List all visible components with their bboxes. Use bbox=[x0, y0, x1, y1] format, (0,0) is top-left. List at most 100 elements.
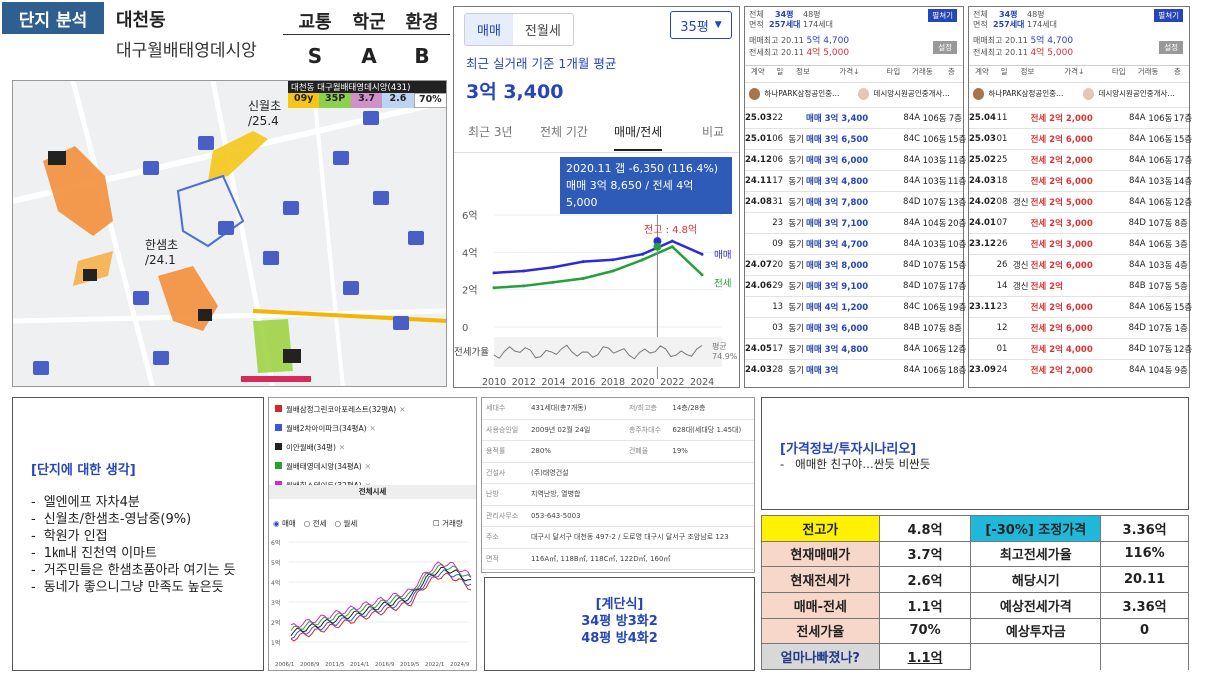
map-canvas bbox=[13, 81, 446, 386]
legend-item[interactable]: 이안월배(34평) ✕ bbox=[275, 438, 406, 457]
rent-col-header[interactable]: 정보 bbox=[1020, 67, 1035, 76]
table-row[interactable]: 25.02 25 전세 2억 2,000 84A 106동 17층 bbox=[969, 149, 1192, 170]
table-row[interactable]: 24.06 29 동기 매매 3억 9,100 84D 107동 17층 bbox=[745, 275, 966, 296]
tab-period-all[interactable]: 전체 기간 bbox=[540, 125, 588, 139]
legend-item[interactable]: 월배삼정그린코아포레스트(32평A) ✕ bbox=[275, 400, 406, 419]
table-cell: 매매 3억 7,100 bbox=[806, 219, 869, 229]
rent-expand-button[interactable]: 펼쳐기 bbox=[1154, 9, 1183, 22]
sale-settings-button[interactable]: 설정 bbox=[933, 41, 957, 54]
table-cell: 84D bbox=[1128, 344, 1146, 354]
map[interactable]: 대천동 대구월배태영데시앙(431) 09y 35P 3.7 2.6 70% 신… bbox=[12, 80, 447, 387]
table-row[interactable]: 13 동기 매매 4억 1,200 84C 106동 19층 bbox=[745, 296, 966, 317]
size-select[interactable]: 35평 ▼ bbox=[670, 11, 732, 39]
sale-point bbox=[581, 260, 585, 264]
rent-col-header[interactable]: 일 bbox=[1000, 67, 1008, 76]
table-cell: 107동 bbox=[922, 198, 947, 208]
thought-text: 신월초/한샘초-영남중(9%) bbox=[43, 512, 192, 527]
table-cell: 14층 bbox=[1173, 177, 1193, 187]
table-row[interactable]: 23.12 26 전세 2억 3,000 84A 106동 3층 bbox=[969, 233, 1189, 254]
sale-py1[interactable]: 34평 bbox=[775, 10, 794, 19]
table-row[interactable]: 23 동기 매매 3억 7,100 84A 104동 20층 bbox=[745, 212, 966, 233]
sale-col-header[interactable]: 가격↓ bbox=[839, 67, 860, 76]
close-icon[interactable]: ✕ bbox=[369, 424, 376, 433]
tab-period-3y[interactable]: 최근 3년 bbox=[468, 125, 513, 139]
close-icon[interactable]: ✕ bbox=[364, 462, 372, 471]
volume-checkbox[interactable]: ☐ 거래량 bbox=[433, 519, 463, 528]
table-row[interactable]: 25.03 22 매매 3억 3,400 84A 106동 7층 bbox=[745, 107, 963, 128]
table-row[interactable]: 14 갱신 전세 2억 84B 107동 5층 bbox=[969, 275, 1189, 296]
table-row[interactable]: 24.05 17 동기 매매 3억 4,800 84A 106동 12층 bbox=[745, 338, 966, 359]
close-icon[interactable]: ✕ bbox=[338, 443, 346, 452]
table-row[interactable]: 24.08 31 동기 매매 3억 7,800 84D 107동 13층 bbox=[745, 191, 966, 212]
sale-broker-name[interactable]: 하나PARK삼정공인중… bbox=[764, 89, 840, 98]
sale-col-header[interactable]: 층 bbox=[947, 67, 955, 76]
table-row[interactable]: 23.11 23 전세 2억 6,000 84A 106동 15층 bbox=[969, 296, 1192, 317]
table-row[interactable]: 24.07 20 동기 매매 3억 8,000 84D 107동 15층 bbox=[745, 254, 966, 275]
sale-col-header[interactable]: 계약 bbox=[750, 67, 765, 76]
rent-point bbox=[492, 286, 496, 290]
sale-col-header[interactable]: 일 bbox=[776, 67, 784, 76]
sale-broker-name[interactable]: 데시앙시원공인중개사… bbox=[873, 89, 950, 98]
table-cell: 동기 bbox=[788, 198, 805, 208]
compare-tab[interactable]: 전체시세 bbox=[269, 485, 476, 499]
compare-line-chart[interactable]: 6억 5억 4억 3억 2억 1억 2006/1 2008/9 2011/5 2014/1 2016… bbox=[269, 534, 476, 670]
rent-py1[interactable]: 34평 bbox=[999, 10, 1018, 19]
table-cell: 24.11 bbox=[745, 176, 772, 186]
table-cell: 24.03 bbox=[969, 176, 996, 186]
rent-max-sale-value: 5억 4,700 bbox=[1030, 36, 1074, 46]
sale-col-header[interactable]: 거래동 bbox=[912, 67, 933, 76]
table-row[interactable]: 12 전세 2억 6,000 84D 107동 1층 bbox=[969, 317, 1189, 338]
table-cell: 9층 bbox=[1174, 366, 1188, 376]
bullet-dash: - bbox=[31, 563, 36, 578]
sale-py2[interactable]: 48평 bbox=[803, 10, 821, 19]
close-icon[interactable]: ✕ bbox=[399, 405, 406, 414]
radio-rent[interactable]: ○ 전세 bbox=[303, 519, 327, 528]
tab-sale[interactable]: 매매 bbox=[465, 14, 513, 45]
table-row[interactable]: 25.01 06 동기 매매 3억 6,500 84C 106동 15층 bbox=[745, 128, 966, 149]
table-cell: 106동 bbox=[922, 345, 947, 355]
rent-col-header[interactable]: 거래동 bbox=[1137, 67, 1159, 76]
radio-monthly[interactable]: ○ 월세 bbox=[334, 519, 358, 528]
compare-radio-group[interactable]: ◉ 매매 ○ 전세 ○ 월세 bbox=[273, 518, 357, 529]
rent-broker-name[interactable]: 하나PARK삼정공인중… bbox=[988, 89, 1064, 98]
rent-broker-name[interactable]: 데시앙시원공인중개사… bbox=[1098, 89, 1175, 98]
x-tick-label: 2022/1 bbox=[425, 662, 444, 668]
legend-item[interactable]: 월배2차아이파크(34평A) ✕ bbox=[275, 419, 406, 438]
table-cell: 23 bbox=[996, 302, 1008, 312]
table-cell: 84A bbox=[1128, 176, 1146, 186]
table-row[interactable]: 01 전세 2억 4,000 84D 107동 12층 bbox=[969, 338, 1192, 359]
rent-col-header[interactable]: 층 bbox=[1173, 67, 1181, 76]
table-row[interactable]: 24.11 17 동기 매매 3억 4,800 84A 103동 11층 bbox=[745, 170, 966, 191]
table-row[interactable]: 25.03 01 전세 2억 6,000 84A 106동 15층 bbox=[969, 128, 1192, 149]
table-cell: 25.01 bbox=[745, 134, 772, 144]
info-row: 건설사 (주)태영건설 bbox=[482, 463, 754, 484]
table-row[interactable]: 09 동기 매매 3억 4,700 84A 103동 10층 bbox=[745, 233, 966, 254]
sale-col-header[interactable]: 타입 bbox=[886, 67, 901, 76]
radio-sale[interactable]: ◉ 매매 bbox=[273, 519, 296, 528]
sale-col-header[interactable]: 정보 bbox=[796, 67, 810, 76]
info-value: 대구시 달서구 대천동 497-2 / 도로명 대구시 달서구 조암남로 123 bbox=[530, 533, 729, 542]
tab-compare[interactable]: 비교 bbox=[702, 125, 725, 139]
table-row[interactable]: 24.02 08 갱신 전세 2억 5,000 84A 106동 12층 bbox=[969, 191, 1192, 212]
table-row[interactable]: 24.03 18 전세 2억 6,000 84A 103동 14층 bbox=[969, 170, 1193, 191]
rent-max-rent: 전세최고 20.11 4억 5,000 bbox=[973, 47, 1073, 59]
legend-item[interactable]: 월배태영데시앙(34평A) ✕ bbox=[275, 457, 406, 476]
table-row[interactable]: 03 동기 매매 3억 6,000 84B 107동 8층 bbox=[745, 317, 963, 338]
table-row[interactable]: 24.12 06 동기 매매 3억 6,000 84A 103동 11층 bbox=[745, 149, 966, 170]
rent-col-header[interactable]: 가격↓ bbox=[1064, 67, 1085, 76]
rent-settings-button[interactable]: 설정 bbox=[1159, 41, 1183, 54]
table-row[interactable]: 25.04 11 전세 2억 2,000 84A 106동 17층 bbox=[969, 107, 1192, 128]
rent-py2[interactable]: 48평 bbox=[1027, 10, 1045, 19]
tab-rent[interactable]: 전월세 bbox=[524, 24, 561, 39]
table-row[interactable]: 24.01 07 전세 2억 3,000 84D 107동 8층 bbox=[969, 212, 1189, 233]
table-row[interactable]: 26 갱신 전세 2억 6,000 84A 103동 4층 bbox=[969, 254, 1189, 275]
rent-col-header[interactable]: 타입 bbox=[1111, 67, 1126, 76]
tab-sale-rent[interactable]: 매매/전세 bbox=[614, 123, 663, 151]
table-row[interactable]: 23.09 24 전세 2억 2,000 84A 104동 9층 bbox=[969, 359, 1189, 380]
sale-expand-button[interactable]: 펼쳐기 bbox=[928, 9, 957, 22]
table-row[interactable]: 24.03 28 동기 매매 3억 84A 106동 18층 bbox=[745, 359, 966, 380]
bullet-dash: - bbox=[31, 495, 36, 510]
summary-row: 얼마나빠졌나? 1.1억 bbox=[761, 643, 1189, 670]
rent-col-header[interactable]: 계약 bbox=[974, 67, 989, 76]
